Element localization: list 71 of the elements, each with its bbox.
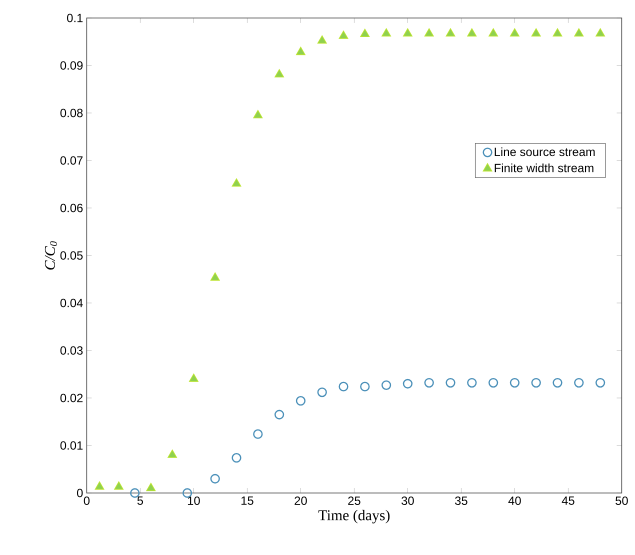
point [446,378,456,388]
point [402,28,412,37]
point [114,481,124,490]
y-tick-label: 0 [77,488,83,498]
y-tick-label: 0.1 [67,14,83,22]
point [146,482,156,492]
x-tick-label: 15 [241,496,254,505]
y-tick-label: 0.02 [60,394,83,402]
point [210,474,220,484]
x-tick-label: 5 [137,496,144,505]
point [596,28,606,37]
y-tick-label: 0.01 [60,441,83,450]
point [296,46,306,56]
point [130,488,140,498]
x-tick-label: 35 [455,496,468,505]
point [382,28,392,37]
legend-label: Finite width stream [494,163,594,172]
legend-label: Line source stream [494,147,595,156]
point [94,481,104,490]
x-tick-label: 25 [348,496,360,505]
point [381,380,392,390]
point [531,378,541,388]
point [232,453,242,463]
point [595,378,606,388]
point [168,450,178,458]
point [296,396,306,406]
point [274,410,284,420]
point [424,378,434,388]
y-tick-label: 0.08 [60,108,83,118]
x-tick-label: 30 [402,496,414,505]
point [467,28,477,37]
point [552,378,562,388]
point [253,110,263,118]
point [317,387,327,398]
point [488,378,498,388]
point [188,374,198,382]
y-tick-label: 0.09 [60,61,83,70]
y-tick-label: 0.06 [60,204,83,212]
x-tick-label: 20 [294,496,307,505]
point [574,28,584,37]
y-tick-label: 0.05 [60,251,83,260]
x-tick-label: 45 [562,496,574,505]
point [210,272,220,281]
point [338,382,348,392]
point [182,488,192,498]
y-tick-label: 0.04 [60,298,83,308]
point [510,378,520,388]
point [488,28,498,37]
point [424,28,434,37]
y-tick-label: 0.07 [60,156,83,165]
point [467,378,477,388]
x-axis-title: Time (days) [318,510,390,524]
y-axis-title: C/C$_{0}$ [44,241,58,270]
point [232,178,242,187]
point [317,35,327,44]
point [446,28,456,37]
point [574,378,584,388]
y-tick-label: 0.03 [60,346,83,355]
point [552,28,562,37]
x-tick-label: 40 [508,496,521,505]
point [402,378,413,389]
point [360,28,370,38]
x-tick-label: 0 [84,496,90,505]
x-tick-label: 50 [616,496,628,505]
x-tick-label: 10 [188,496,200,505]
point [510,28,520,37]
point [274,69,284,78]
point [253,429,263,439]
point [360,382,370,392]
point [338,30,348,39]
point [531,28,541,37]
